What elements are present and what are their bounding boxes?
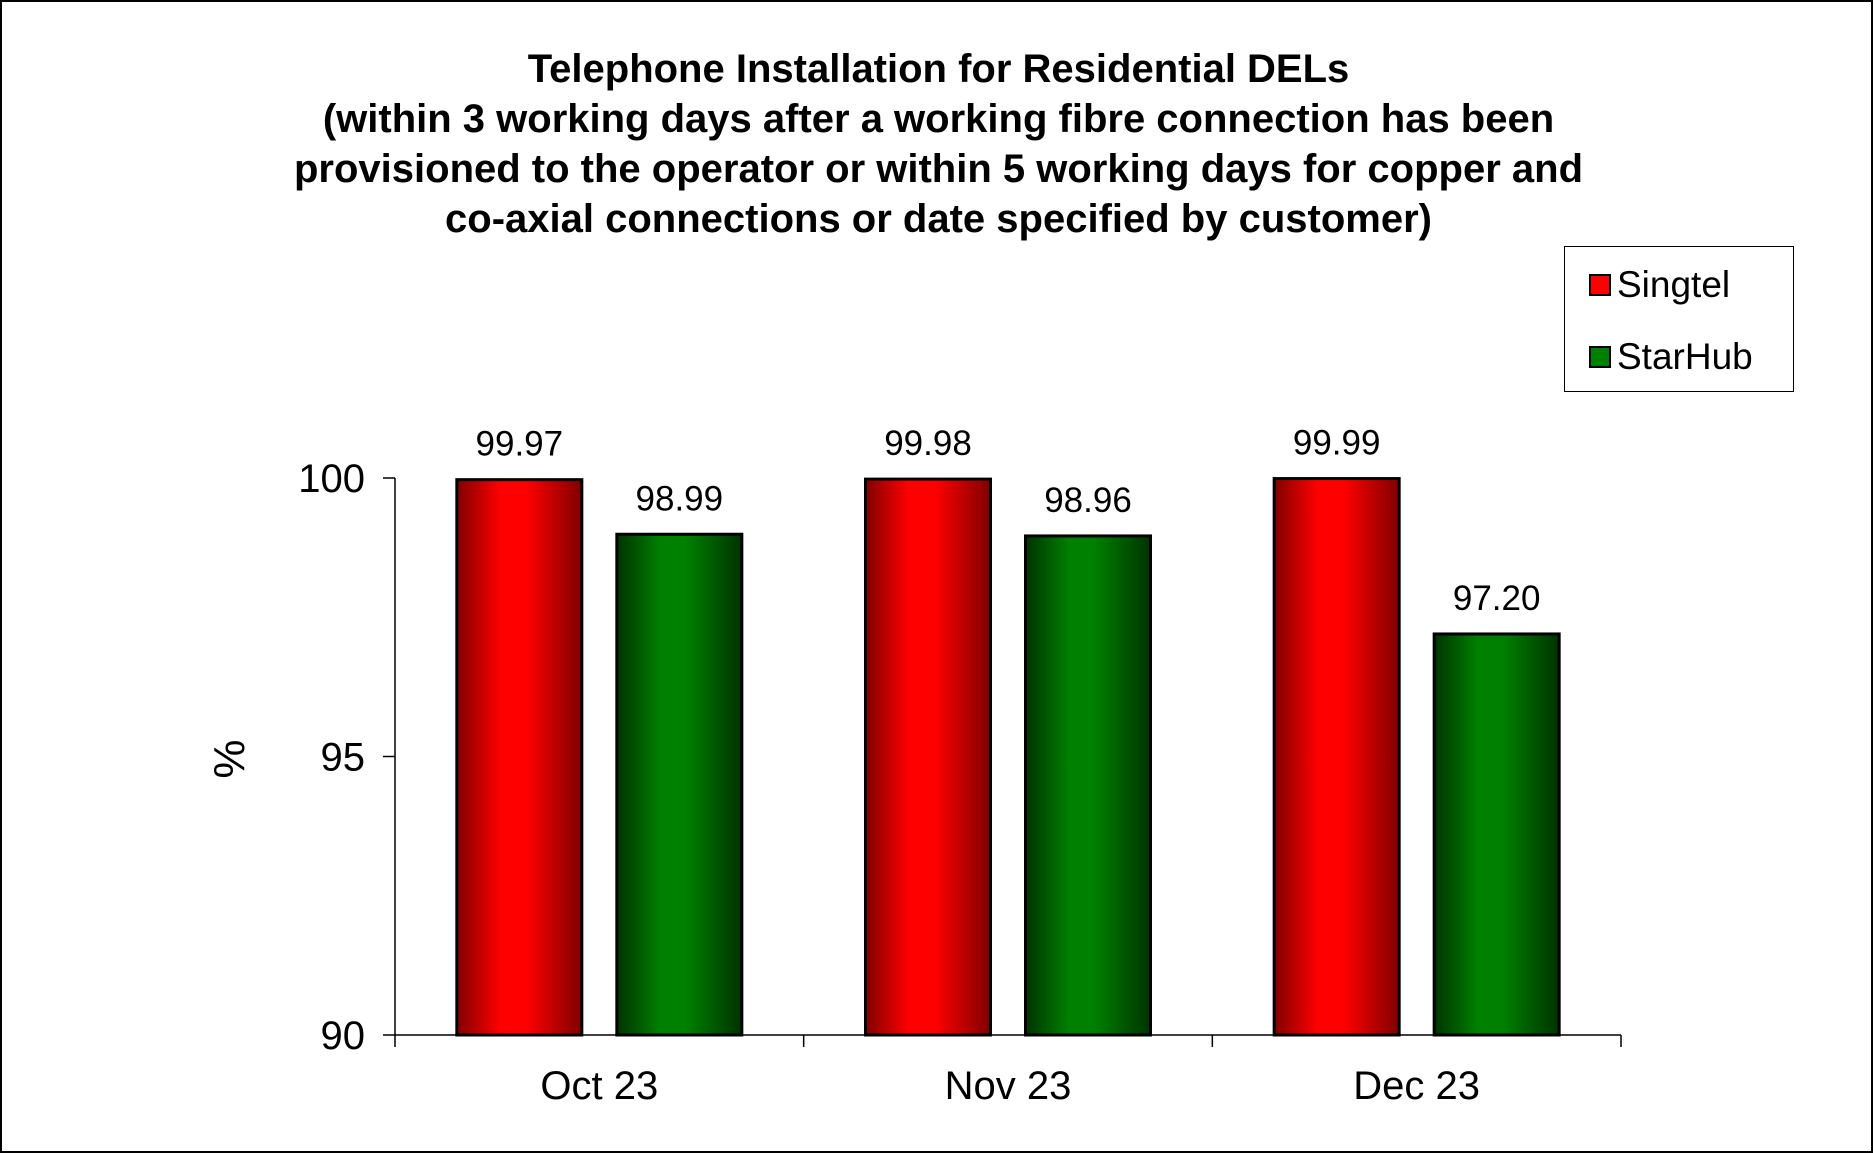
chart-title: Telephone Installation for Residential D… (2, 44, 1873, 244)
bar-singtel-nov-23 (864, 477, 992, 1037)
data-label-singtel-dec-23: 99.99 (1293, 424, 1381, 463)
bar-starhub-nov-23 (1024, 534, 1152, 1037)
x-tick-label-nov-23: Nov 23 (945, 1064, 1072, 1108)
bar-singtel-oct-23 (455, 478, 584, 1037)
legend-label-singtel: Singtel (1617, 264, 1731, 305)
chart-title-line-4: co-axial connections or date specified b… (445, 197, 1432, 241)
legend-swatch-starhub (1589, 346, 1611, 368)
y-tick-label-95: 95 (321, 736, 366, 780)
legend-item-starhub: StarHub (1589, 336, 1753, 377)
bar-starhub-oct-23 (615, 532, 744, 1037)
legend-label-starhub: StarHub (1617, 336, 1753, 377)
legend-item-singtel: Singtel (1589, 264, 1731, 305)
data-label-singtel-nov-23: 99.98 (884, 424, 972, 463)
bar-singtel-dec-23 (1272, 477, 1401, 1037)
bar-starhub-dec-23 (1432, 632, 1561, 1037)
y-tick-label-90: 90 (321, 1014, 366, 1058)
y-axis-label: % (205, 739, 254, 778)
data-label-starhub-oct-23: 98.99 (636, 479, 724, 518)
x-tick-label-oct-23: Oct 23 (540, 1064, 658, 1108)
x-tick-label-dec-23: Dec 23 (1353, 1064, 1480, 1108)
legend: Singtel StarHub (1564, 246, 1794, 392)
chart-title-line-3: provisioned to the operator or within 5 … (293, 147, 1584, 191)
chart-title-line-2: (within 3 working days after a working f… (322, 97, 1555, 141)
data-label-starhub-dec-23: 97.20 (1453, 579, 1541, 618)
data-label-starhub-nov-23: 98.96 (1044, 481, 1132, 520)
chart-title-line-1: Telephone Installation for Residential D… (527, 47, 1350, 91)
legend-swatch-singtel (1589, 274, 1611, 296)
data-label-singtel-oct-23: 99.97 (476, 425, 564, 464)
y-tick-label-100: 100 (298, 457, 365, 501)
